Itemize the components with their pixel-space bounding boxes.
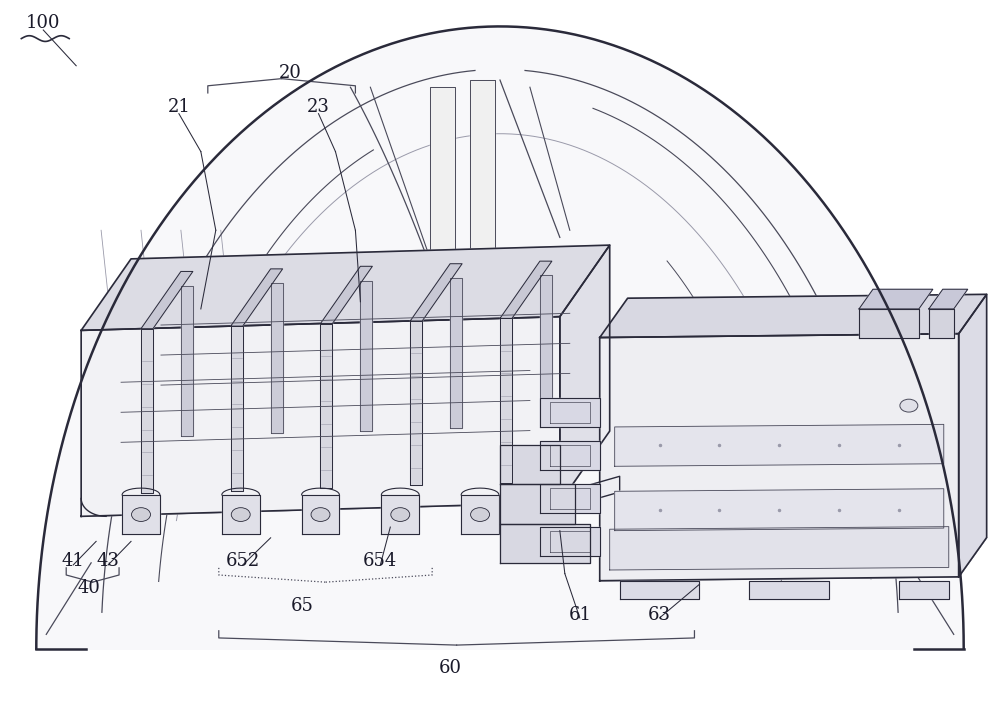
Polygon shape [430, 87, 455, 273]
Polygon shape [540, 484, 600, 513]
Text: 61: 61 [568, 606, 591, 624]
Text: 20: 20 [279, 64, 302, 82]
Polygon shape [540, 442, 600, 470]
Polygon shape [615, 424, 944, 466]
Polygon shape [500, 484, 575, 523]
Polygon shape [302, 495, 339, 534]
Polygon shape [615, 489, 944, 531]
Polygon shape [81, 245, 610, 330]
Polygon shape [461, 495, 499, 534]
Text: 652: 652 [226, 551, 260, 569]
Text: 41: 41 [62, 551, 85, 569]
Polygon shape [470, 80, 495, 259]
Polygon shape [320, 324, 332, 488]
Ellipse shape [391, 508, 410, 521]
Polygon shape [570, 476, 620, 506]
Polygon shape [959, 294, 987, 577]
Polygon shape [600, 294, 987, 337]
Polygon shape [360, 281, 372, 431]
Text: 100: 100 [26, 14, 61, 32]
Polygon shape [600, 334, 959, 581]
Text: 65: 65 [291, 597, 314, 615]
Ellipse shape [132, 508, 150, 521]
Ellipse shape [471, 508, 490, 521]
Text: 21: 21 [167, 98, 190, 116]
Polygon shape [500, 318, 512, 483]
Polygon shape [231, 269, 283, 326]
Polygon shape [749, 581, 829, 599]
Polygon shape [410, 264, 462, 321]
Polygon shape [540, 276, 552, 426]
Ellipse shape [900, 399, 918, 412]
Polygon shape [410, 321, 422, 485]
Polygon shape [600, 538, 987, 581]
Polygon shape [381, 495, 419, 534]
Ellipse shape [231, 508, 250, 521]
Polygon shape [81, 317, 560, 516]
Polygon shape [141, 329, 153, 493]
Polygon shape [560, 245, 610, 503]
Text: 23: 23 [307, 98, 330, 116]
Polygon shape [500, 261, 552, 318]
Polygon shape [450, 278, 462, 428]
Text: 63: 63 [648, 606, 671, 624]
Polygon shape [859, 309, 919, 337]
Polygon shape [181, 286, 193, 436]
Polygon shape [929, 309, 954, 337]
Polygon shape [500, 445, 560, 484]
Text: 654: 654 [363, 551, 397, 569]
Polygon shape [81, 431, 610, 516]
Polygon shape [540, 398, 600, 427]
Polygon shape [320, 266, 372, 324]
Polygon shape [141, 271, 193, 329]
Polygon shape [899, 581, 949, 599]
Polygon shape [122, 495, 160, 534]
Polygon shape [222, 495, 260, 534]
Polygon shape [271, 283, 283, 434]
Polygon shape [540, 527, 600, 556]
Ellipse shape [311, 508, 330, 521]
Polygon shape [859, 289, 933, 309]
Text: 60: 60 [439, 659, 462, 677]
Polygon shape [929, 289, 968, 309]
Polygon shape [610, 526, 949, 570]
Polygon shape [36, 27, 964, 648]
Text: 40: 40 [78, 579, 101, 597]
Text: 43: 43 [97, 551, 120, 569]
Polygon shape [620, 581, 699, 599]
Polygon shape [231, 326, 243, 490]
Polygon shape [500, 523, 590, 563]
